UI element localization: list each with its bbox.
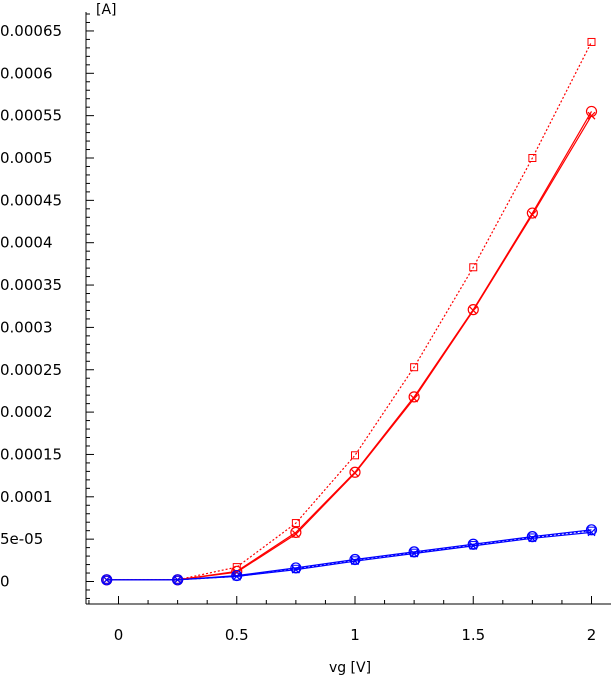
data-point-square <box>291 519 300 528</box>
y-tick-label: 0.0005 <box>0 149 53 167</box>
data-point-x <box>102 575 111 584</box>
x-tick-label: 1.5 <box>461 626 485 644</box>
data-point-circle <box>408 546 420 558</box>
x-tick-label: 2 <box>587 626 597 644</box>
data-point-x <box>232 572 241 581</box>
y-tick-label: 0.00035 <box>0 276 62 294</box>
series-line <box>106 111 593 581</box>
data-point-square <box>410 363 419 372</box>
series-1 <box>101 105 598 586</box>
data-point-x <box>469 542 478 550</box>
data-point-square <box>528 154 537 162</box>
data-point-x <box>528 210 537 219</box>
series-2 <box>102 111 596 584</box>
data-point-x <box>173 575 182 584</box>
data-point-circle <box>349 553 361 566</box>
data-point-x <box>410 549 419 558</box>
data-point-square <box>469 263 478 272</box>
x-tick-label: 0.5 <box>225 626 249 644</box>
series-line <box>106 531 592 581</box>
data-point-x <box>351 469 359 478</box>
y-tick-label: 0.00025 <box>0 361 62 379</box>
y-tick-label: 0.00045 <box>0 191 62 209</box>
data-point-circle <box>467 538 479 550</box>
plot-area <box>101 37 598 586</box>
series-line <box>106 529 592 581</box>
data-point-circle <box>349 466 361 478</box>
data-point-x <box>587 111 596 120</box>
data-point-square <box>587 37 596 46</box>
data-point-x <box>291 530 300 538</box>
x-axis-label: vg [V] <box>329 660 371 676</box>
axes: 0 5e-05 0.0001 0.00015 0.0002 0.00025 0.0003 0.… <box>0 12 611 644</box>
data-point-circle <box>290 562 302 574</box>
x-tick-label: 1 <box>350 626 360 644</box>
data-point-x <box>528 534 537 543</box>
series-line <box>106 41 593 581</box>
data-point-x <box>469 306 478 315</box>
y-tick-label: 0.0001 <box>0 488 53 506</box>
y-tick-label: 0.0004 <box>0 234 53 252</box>
y-tick-label: 0.00065 <box>0 22 62 40</box>
y-tick-label: 0.00055 <box>0 107 62 125</box>
data-point-circle <box>585 524 598 536</box>
data-point-square <box>351 451 359 460</box>
y-tick-label: 0.0003 <box>0 318 53 336</box>
data-point-circle <box>526 531 538 543</box>
data-point-circle <box>408 391 420 403</box>
data-point-circle <box>290 526 302 538</box>
y-tick-label: 0.0002 <box>0 403 53 421</box>
data-point-circle <box>526 207 538 219</box>
y-tick-label: 5e-05 <box>0 530 43 548</box>
data-point-circle <box>467 304 479 316</box>
y-tick-label: 0 <box>0 573 10 591</box>
y-axis-label: [A] <box>96 2 117 18</box>
data-point-x <box>351 557 359 566</box>
x-tick-label: 0 <box>114 626 124 644</box>
y-tick-label: 0.00015 <box>0 445 62 463</box>
data-point-x <box>291 565 300 574</box>
data-point-x <box>410 394 419 403</box>
series-line <box>106 115 593 581</box>
series-5 <box>102 528 596 584</box>
series-line <box>106 530 592 581</box>
data-point-x <box>587 528 596 537</box>
series-0 <box>102 37 596 584</box>
y-tick-label: 0.0006 <box>0 64 53 82</box>
